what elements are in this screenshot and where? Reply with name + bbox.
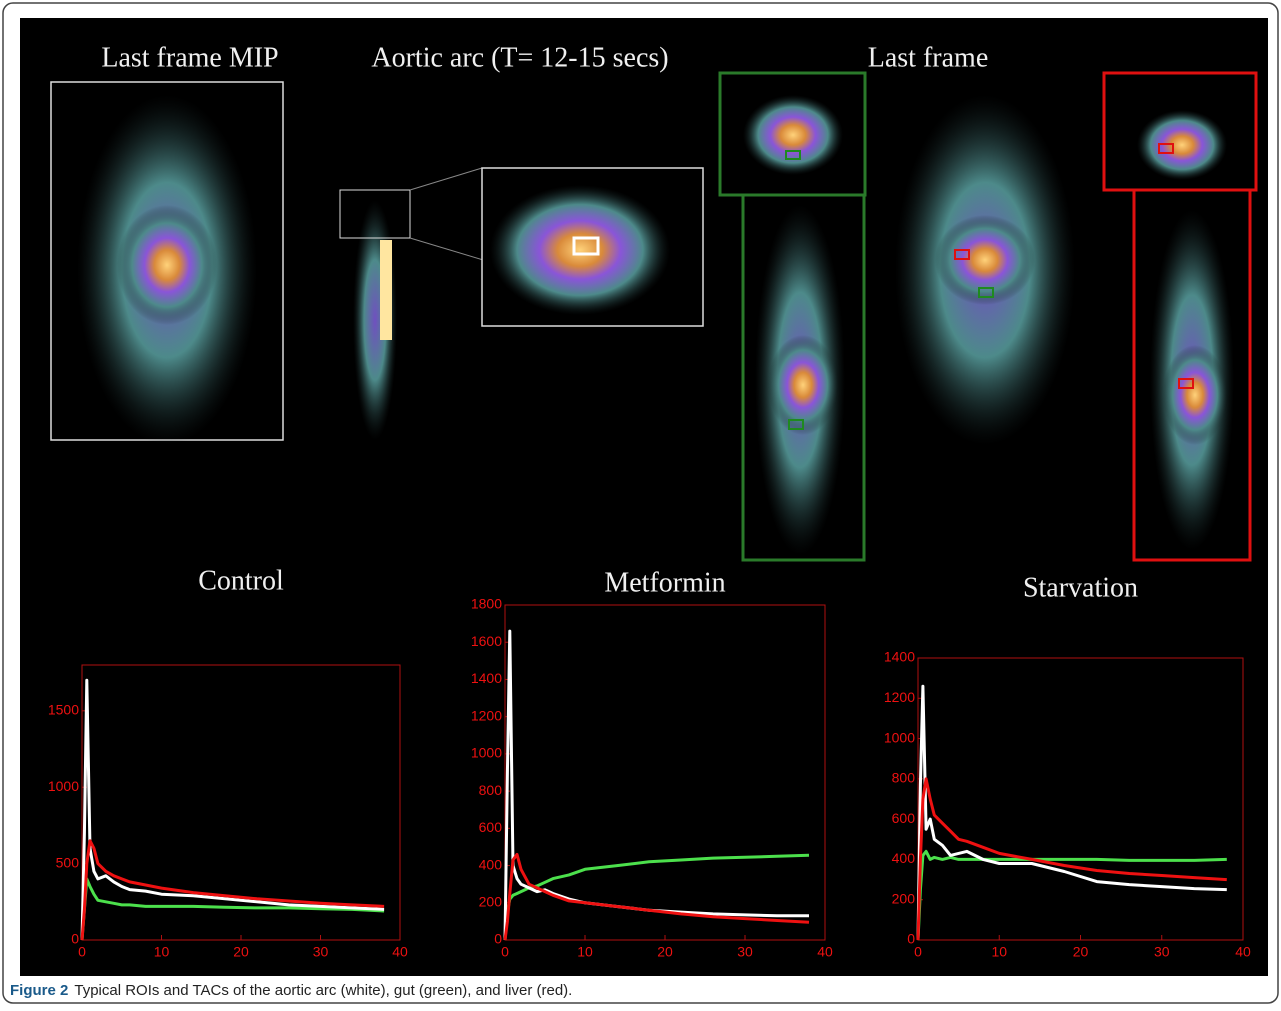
y-tick-label: 600 <box>892 810 916 826</box>
y-tick-label: 1000 <box>471 745 502 761</box>
y-tick-label: 400 <box>479 856 503 872</box>
panel-label: Last frame MIP <box>101 42 278 73</box>
x-tick-label: 40 <box>1235 944 1251 960</box>
organ-image <box>1163 345 1227 445</box>
x-tick-label: 0 <box>78 944 86 960</box>
y-tick-label: 400 <box>892 850 916 866</box>
y-tick-label: 800 <box>892 770 916 786</box>
organ-image <box>117 205 217 325</box>
chart-title: Control <box>198 565 284 596</box>
chart-title: Metformin <box>604 567 725 598</box>
x-tick-label: 30 <box>313 944 329 960</box>
y-tick-label: 200 <box>892 890 916 906</box>
y-tick-label: 1800 <box>471 596 502 612</box>
y-tick-label: 1600 <box>471 633 502 649</box>
x-tick-label: 30 <box>1154 944 1170 960</box>
y-tick-label: 1400 <box>884 649 915 665</box>
y-tick-label: 500 <box>56 854 80 870</box>
aorta-image <box>380 240 392 340</box>
slice-image <box>1137 110 1227 180</box>
y-tick-label: 1000 <box>48 778 79 794</box>
y-tick-label: 200 <box>479 893 503 909</box>
chart-title: Starvation <box>1023 572 1138 603</box>
x-tick-label: 0 <box>914 944 922 960</box>
y-tick-label: 1500 <box>48 702 79 718</box>
caption-text: Typical ROIs and TACs of the aortic arc … <box>74 982 572 999</box>
slice-image <box>743 95 843 175</box>
caption: Figure 2 Typical ROIs and TACs of the aor… <box>10 982 572 999</box>
caption-label: Figure 2 <box>10 982 68 999</box>
x-tick-label: 40 <box>817 944 833 960</box>
x-tick-label: 20 <box>233 944 249 960</box>
panel-label: Last frame <box>868 42 989 73</box>
x-tick-label: 40 <box>392 944 408 960</box>
y-tick-label: 600 <box>479 819 503 835</box>
x-tick-label: 30 <box>737 944 753 960</box>
figure: Last frame MIP Aortic arc (T= 12-15 secs… <box>0 0 1281 1006</box>
x-tick-label: 0 <box>501 944 509 960</box>
x-tick-label: 10 <box>991 944 1007 960</box>
y-tick-label: 1200 <box>471 707 502 723</box>
y-tick-label: 1400 <box>471 670 502 686</box>
y-tick-label: 1000 <box>884 729 915 745</box>
zoom-image <box>490 185 670 315</box>
x-tick-label: 20 <box>1073 944 1089 960</box>
x-tick-label: 10 <box>154 944 170 960</box>
x-tick-label: 20 <box>657 944 673 960</box>
x-tick-label: 10 <box>577 944 593 960</box>
y-tick-label: 1200 <box>884 689 915 705</box>
organ-image <box>935 215 1035 305</box>
y-tick-label: 800 <box>479 782 503 798</box>
panel-label: Aortic arc (T= 12-15 secs) <box>371 42 668 73</box>
page: Last frame MIP Aortic arc (T= 12-15 secs… <box>0 0 1281 1006</box>
